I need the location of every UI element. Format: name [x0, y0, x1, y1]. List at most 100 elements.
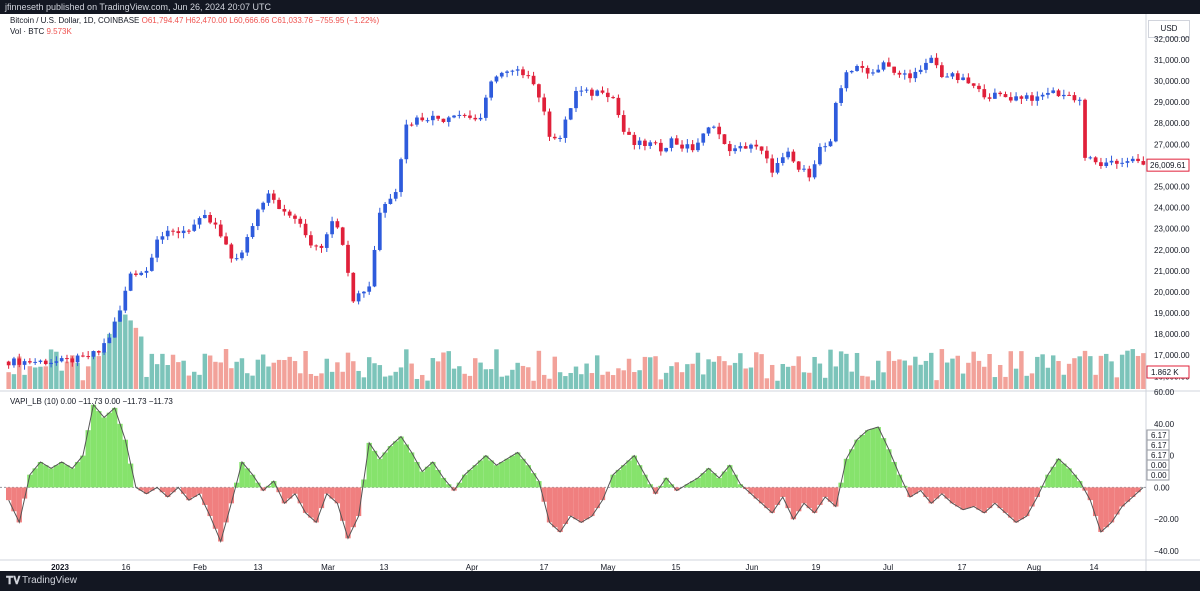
volume-bar: [860, 375, 865, 389]
volume-bar: [1093, 374, 1098, 389]
osc-bar: [838, 482, 844, 488]
candle-body: [892, 66, 896, 73]
footer-brand[interactable]: TradingView: [22, 575, 78, 586]
volume-bar: [929, 352, 934, 389]
candle-body: [377, 212, 382, 250]
volume-bar: [711, 361, 717, 389]
candle-body: [531, 75, 536, 85]
candle-body: [160, 236, 165, 240]
osc-bar: [1061, 463, 1067, 488]
candle-body: [876, 69, 881, 73]
candle-body: [770, 158, 775, 173]
candle-body: [452, 115, 456, 118]
osc-bar: [281, 487, 288, 504]
candle-body: [961, 77, 965, 81]
osc-bar: [536, 481, 542, 488]
osc-bar: [1002, 487, 1009, 513]
osc-bar: [981, 487, 987, 513]
chart-canvas[interactable]: 32,000.00 31,000.00 30,000.00 29,000.00 28,0…: [0, 14, 1200, 571]
volume-bar: [557, 372, 563, 389]
osc-bar: [462, 474, 468, 488]
volume-bar: [1125, 350, 1130, 389]
volume-bar: [176, 362, 181, 389]
volume-bar: [462, 373, 467, 389]
candle-body: [1104, 162, 1109, 167]
osc-bar: [949, 487, 956, 504]
osc-bar: [864, 430, 871, 488]
volume-bar: [1013, 368, 1019, 389]
price-tick-label: 18,000.00: [1154, 330, 1190, 339]
candle-body: [33, 361, 38, 363]
volume-bar: [451, 368, 457, 389]
osc-bar: [1087, 487, 1093, 501]
candle-body: [1014, 96, 1018, 101]
candle-body: [966, 77, 971, 84]
volume-bar: [144, 376, 149, 389]
volume-bar: [356, 370, 361, 389]
osc-bar: [180, 487, 187, 494]
volume-bar: [101, 351, 107, 389]
volume-bar: [345, 352, 351, 389]
time-tick-label: Mar: [321, 563, 335, 571]
osc-bar: [196, 487, 203, 494]
candle-body: [499, 72, 504, 77]
volume-label[interactable]: Vol · BTC: [10, 27, 45, 36]
candle-body: [611, 97, 615, 99]
volume-bar: [1008, 351, 1014, 389]
volume-bar: [822, 377, 828, 389]
osc-bar: [583, 487, 590, 520]
price-tick-label: 22,000.00: [1154, 246, 1190, 255]
volume-bar: [605, 371, 611, 389]
volume-bar: [149, 353, 155, 389]
osc-bar: [64, 465, 70, 488]
volume-bar: [838, 351, 844, 389]
volume-bar: [600, 374, 605, 389]
volume-bar: [886, 351, 892, 389]
osc-bar: [48, 468, 54, 488]
volume-bars: [6, 310, 1146, 389]
osc-bar: [255, 482, 261, 488]
currency-button[interactable]: USD: [1148, 20, 1190, 38]
osc-bar: [668, 484, 675, 488]
candle-body: [165, 230, 170, 237]
osc-bar: [631, 455, 637, 488]
osc-bar: [515, 452, 521, 488]
volume-bar: [292, 361, 298, 389]
volume-bar: [213, 361, 218, 389]
volume-bar: [526, 367, 531, 389]
volume-bar: [1135, 355, 1141, 389]
volume-bar: [1104, 353, 1109, 389]
volume-bar: [579, 374, 584, 389]
volume-bar: [313, 375, 319, 389]
candle-body: [340, 227, 345, 245]
volume-bar: [409, 363, 414, 389]
candle-body: [112, 321, 117, 338]
volume-bar: [441, 352, 446, 389]
candle-body: [75, 355, 80, 363]
candle-body: [330, 221, 334, 235]
candle-body: [462, 114, 467, 116]
symbol-name[interactable]: Bitcoin / U.S. Dollar, 1D, COINBASE: [10, 16, 140, 25]
volume-bar: [91, 351, 96, 389]
candle-body: [542, 97, 547, 112]
candle-body: [149, 257, 154, 271]
volume-bar: [976, 360, 982, 389]
volume-bar: [754, 352, 759, 389]
volume-bar: [669, 366, 674, 389]
tradingview-logo-icon[interactable]: 𝐓𝐕: [6, 575, 21, 587]
candle-body: [696, 142, 700, 151]
osc-bar: [324, 487, 330, 494]
candle-body: [218, 224, 223, 237]
volume-bar: [112, 321, 117, 389]
indicator-line[interactable]: VAPI_LB (10) 0.00 −11.73 0.00 −11.73 −11…: [10, 397, 173, 406]
candle-body: [908, 73, 912, 79]
candle-body: [197, 218, 202, 225]
candlesticks: [6, 53, 1146, 370]
osc-bar: [610, 474, 616, 488]
volume-bar: [759, 354, 764, 389]
volume-bar: [1109, 361, 1114, 389]
open-value: O61,794.47: [141, 16, 184, 25]
volume-bar: [499, 376, 504, 389]
osc-bar: [684, 484, 690, 488]
osc-bar: [626, 460, 632, 488]
